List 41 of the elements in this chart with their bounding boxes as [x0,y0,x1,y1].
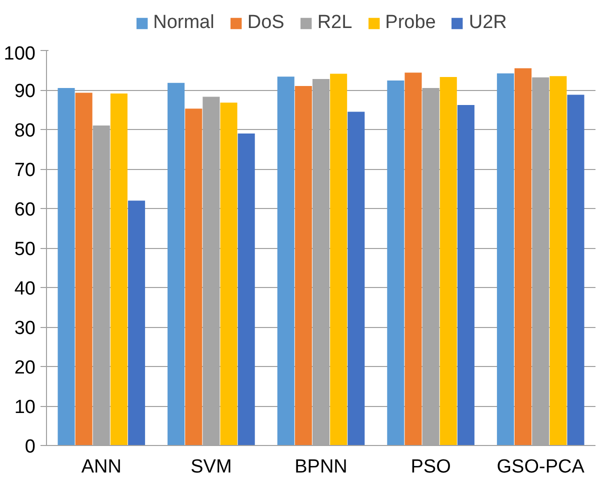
y-tick-label: 10 [14,397,36,418]
y-tick-label: 70 [14,160,36,181]
y-tick-label: 80 [14,120,36,142]
bar [330,74,348,446]
bar [387,80,404,446]
bar [238,133,255,446]
y-tick-label: 30 [14,318,36,339]
x-tick-label: SVM [190,456,232,478]
bar [185,108,202,446]
bar [457,105,474,446]
bar [128,200,146,446]
bar [220,102,238,446]
legend-label: DoS [247,12,284,34]
y-tick-label: 20 [14,358,36,378]
x-tick-label: PSO [410,456,451,478]
legend-label: U2R [468,12,507,34]
bar [550,76,567,446]
legend-label: Normal [153,12,214,34]
x-tick-label: BPNN [294,456,348,478]
x-tick-label: ANN [81,456,122,478]
y-tick-label: 0 [24,436,36,458]
bar [58,88,75,446]
bar [294,86,312,446]
bar [277,76,294,446]
bar [496,73,514,446]
x-tick-label: GSO-PCA [496,456,585,478]
bar [110,94,128,446]
bar [514,68,532,446]
bar [567,94,584,446]
y-tick-label: 90 [14,81,36,102]
y-tick-label: 50 [14,239,36,260]
legend-label: Probe [385,12,436,34]
y-tick-label: 40 [14,278,36,300]
y-tick-label: 60 [14,200,36,220]
bar [168,82,185,446]
legend-label: R2L [317,12,352,34]
bar [404,72,422,446]
y-tick-label: 100 [4,44,36,64]
bar [348,112,365,446]
bar [75,92,92,446]
bar [440,76,457,446]
